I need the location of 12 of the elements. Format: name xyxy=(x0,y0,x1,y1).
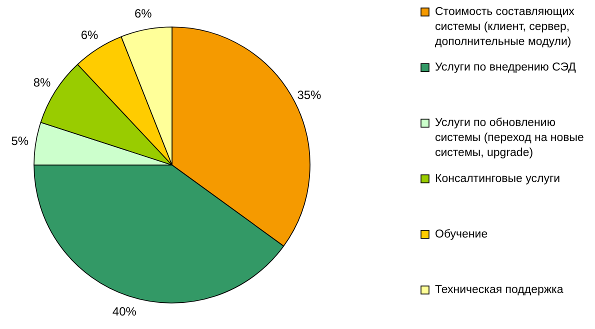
data-label: 8% xyxy=(33,75,51,90)
data-label: 6% xyxy=(134,6,152,21)
legend-label: Услуги по обновлению системы (переход на новые системы, upgrade) xyxy=(435,117,584,160)
legend-label: Услуги по внедрению СЭД xyxy=(435,62,576,74)
data-label: 5% xyxy=(11,134,29,148)
data-label: 6% xyxy=(80,28,98,42)
legend-label: Техническая поддержка xyxy=(435,284,564,296)
legend-label: Обучение xyxy=(435,228,488,240)
data-label: 40% xyxy=(112,304,137,318)
legend-label: Консалтинговые услуги xyxy=(435,172,560,185)
legend-label: Стоимость составляющих системы (клиент, сервер, дополнительные модули) xyxy=(435,6,575,48)
data-label: 35% xyxy=(297,88,322,102)
